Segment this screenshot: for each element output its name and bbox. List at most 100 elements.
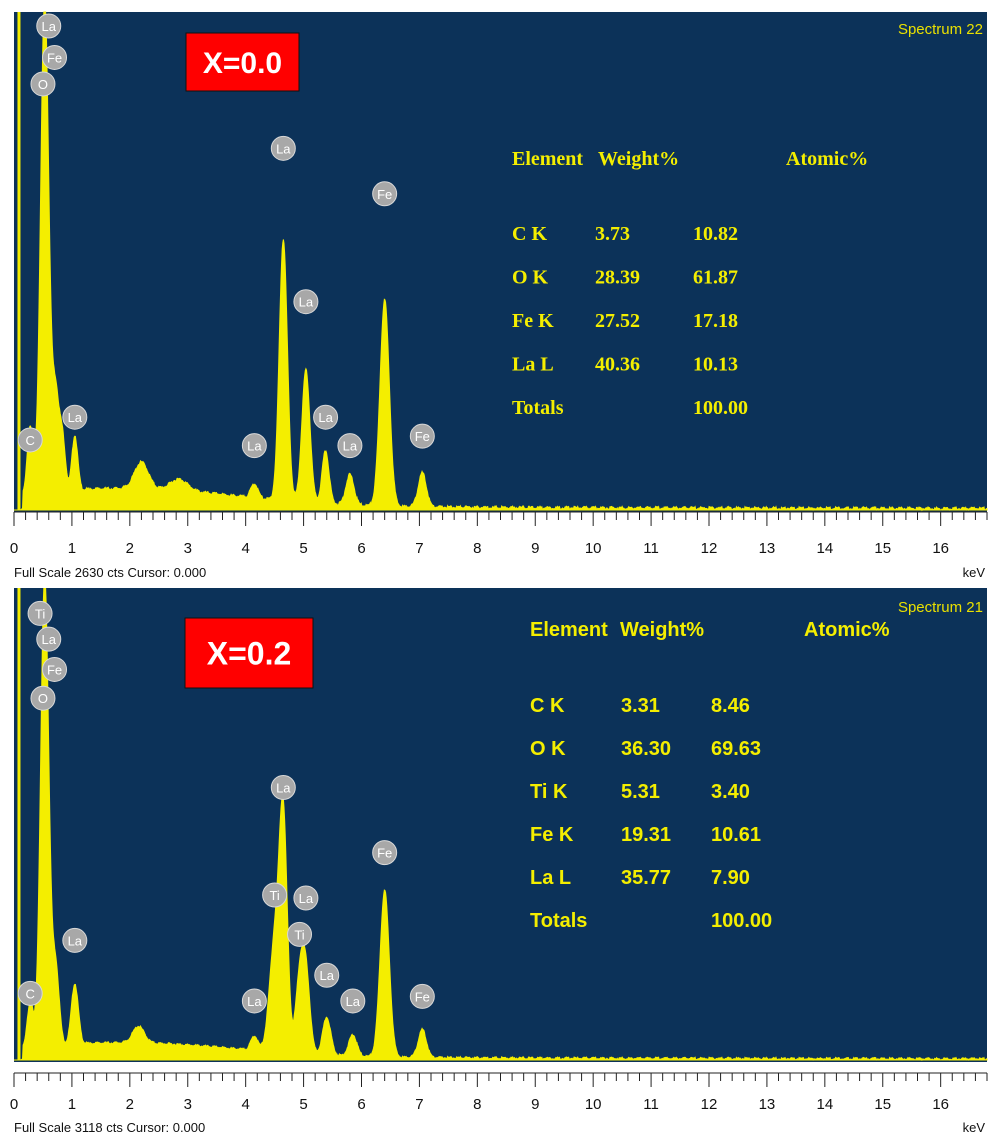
x-tick-label: 11 xyxy=(643,1096,659,1113)
svg-text:C: C xyxy=(26,986,35,1001)
table-cell: 3.40 xyxy=(711,781,750,803)
peak-element-label: C xyxy=(17,980,43,1006)
x-tick-label: 0 xyxy=(10,540,18,557)
table-cell: 5.31 xyxy=(621,781,660,803)
svg-text:C: C xyxy=(26,433,35,448)
x-tick-label: 0 xyxy=(10,1096,18,1113)
svg-text:Ti: Ti xyxy=(294,927,304,942)
table-cell: 28.39 xyxy=(595,267,640,289)
composition-table: Element Weight% Atomic% C K 3.73 10.82 O K 28.3… xyxy=(512,148,868,419)
table-cell: La L xyxy=(530,867,571,889)
svg-text:Fe: Fe xyxy=(47,50,62,65)
table-cell: 10.13 xyxy=(693,354,738,376)
x-tick-label: 7 xyxy=(415,540,423,557)
table-cell: 3.73 xyxy=(595,223,630,245)
table-cell: Ti K xyxy=(530,781,568,803)
table-cell: 35.77 xyxy=(621,867,671,889)
table-cell: 8.46 xyxy=(711,695,750,717)
footer-scale-text: Full Scale 2630 cts Cursor: 0.000 xyxy=(14,565,207,580)
peak-element-label: Fe xyxy=(42,44,68,70)
x-tick-label: 16 xyxy=(932,540,949,557)
x-tick-label: 3 xyxy=(184,540,192,557)
svg-text:La: La xyxy=(318,410,333,425)
spectrum-curve xyxy=(14,11,988,512)
peak-element-label: La xyxy=(270,135,296,161)
x-tick-label: 2 xyxy=(126,1096,134,1113)
table-cell: 17.18 xyxy=(693,310,738,332)
x-tick-label: 13 xyxy=(759,1096,776,1113)
x-tick-label: 13 xyxy=(759,540,776,557)
x-tick-label: 8 xyxy=(473,540,481,557)
x-tick-label: 15 xyxy=(874,1096,891,1113)
table-cell: O K xyxy=(530,738,566,760)
x-tick-label: 14 xyxy=(816,540,833,557)
spectrum-panel-x02: Ti La Fe O La Fe Ti La Ti La La C La La Fe X=0.2 Spectru… xyxy=(0,588,989,1137)
x-tick-label: 9 xyxy=(531,1096,539,1113)
svg-text:Ti: Ti xyxy=(269,888,279,903)
svg-text:La: La xyxy=(320,968,335,983)
x-axis-unit-label: keV xyxy=(962,565,985,580)
x-tick-label: 16 xyxy=(932,1096,949,1113)
peak-element-label: La xyxy=(36,626,62,652)
peak-element-label: La xyxy=(241,433,267,459)
x-tick-label: 15 xyxy=(874,540,891,557)
x-tick-label: 4 xyxy=(241,1096,249,1113)
table-cell: C K xyxy=(530,695,565,717)
eds-spectrum-chart-x02: Ti La Fe O La Fe Ti La Ti La La C La La Fe X=0.2 Spectru… xyxy=(10,588,988,1113)
plot-background xyxy=(14,12,987,512)
svg-text:Fe: Fe xyxy=(47,662,62,677)
peak-element-label: Fe xyxy=(372,181,398,207)
table-header-weight: Weight% xyxy=(598,148,679,170)
svg-text:O: O xyxy=(38,77,48,92)
peak-element-label: Fe xyxy=(409,423,435,449)
table-cell: O K xyxy=(512,267,549,289)
table-cell: 100.00 xyxy=(693,397,748,419)
table-header-element: Element xyxy=(512,148,583,170)
x-tick-label: 5 xyxy=(299,540,307,557)
plot-background xyxy=(14,588,987,1062)
x-tick-label: 14 xyxy=(816,1096,833,1113)
x-tick-label: 10 xyxy=(585,540,602,557)
peak-element-label: La xyxy=(293,885,319,911)
zero-energy-line xyxy=(17,12,21,510)
peak-element-label: C xyxy=(17,427,43,453)
table-cell: Totals xyxy=(512,397,564,419)
peak-element-label: Ti xyxy=(27,600,53,626)
x-axis: 0 1 2 3 4 5 6 7 8 9 10 11 12 13 14 15 16 xyxy=(10,511,988,557)
peak-element-label: La xyxy=(241,988,267,1014)
table-cell: 3.31 xyxy=(621,695,660,717)
table-cell: 61.87 xyxy=(693,267,738,289)
x-tick-label: 10 xyxy=(585,1096,602,1113)
peak-element-label: La xyxy=(36,13,62,39)
table-cell: 36.30 xyxy=(621,738,671,760)
table-header-weight: Weight% xyxy=(620,619,704,641)
peak-element-label: Fe xyxy=(409,983,435,1009)
table-cell: 100.00 xyxy=(711,910,772,932)
spectrum-label: Spectrum 22 xyxy=(898,21,983,38)
svg-text:La: La xyxy=(343,439,358,454)
x-tick-label: 3 xyxy=(184,1096,192,1113)
table-cell: 7.90 xyxy=(711,867,750,889)
x-tick-label: 9 xyxy=(531,540,539,557)
x-tick-label: 12 xyxy=(701,540,718,557)
svg-text:X=0.2: X=0.2 xyxy=(207,636,292,672)
x-tick-label: 6 xyxy=(357,1096,365,1113)
svg-text:X=0.0: X=0.0 xyxy=(203,47,282,80)
peak-element-label: Ti xyxy=(287,921,313,947)
x-tick-label: 4 xyxy=(241,540,249,557)
svg-text:La: La xyxy=(247,994,262,1009)
peak-element-label: La xyxy=(337,433,363,459)
peak-element-label: La xyxy=(313,404,339,430)
table-cell: Totals xyxy=(530,910,587,932)
x-tick-label: 1 xyxy=(68,1096,76,1113)
table-cell: 69.63 xyxy=(711,738,761,760)
table-header-element: Element xyxy=(530,619,608,641)
svg-text:La: La xyxy=(299,891,314,906)
peak-element-label: La xyxy=(340,988,366,1014)
svg-text:Fe: Fe xyxy=(377,846,392,861)
x-axis: 0 1 2 3 4 5 6 7 8 9 10 11 12 13 14 15 16 xyxy=(10,1072,988,1113)
composition-table: Element Weight% Atomic% C K 3.31 8.46 O K 36.30… xyxy=(530,619,890,932)
svg-text:La: La xyxy=(346,994,361,1009)
table-header-atomic: Atomic% xyxy=(804,619,890,641)
table-header-atomic: Atomic% xyxy=(786,148,868,170)
